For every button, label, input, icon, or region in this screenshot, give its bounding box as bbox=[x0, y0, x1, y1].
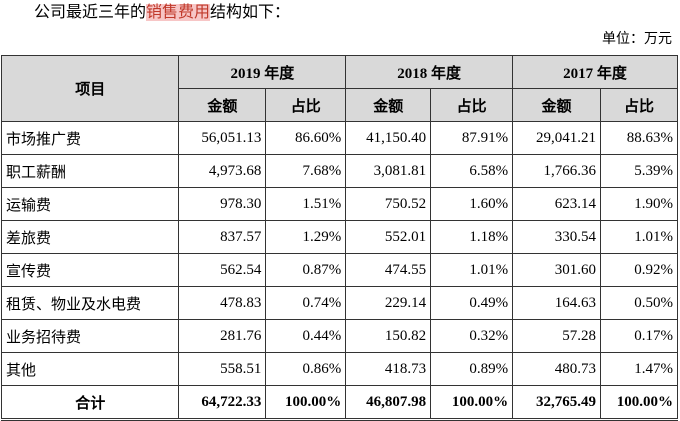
sub-header: 金额 bbox=[512, 88, 601, 122]
value-cell: 418.73 bbox=[345, 352, 432, 386]
value-cell: 1.51% bbox=[265, 187, 347, 221]
data-row: 市场推广费 56,051.13 86.60% 41,150.40 87.91% 29,04… bbox=[0, 121, 678, 155]
sub-header: 金额 bbox=[345, 88, 432, 122]
value-cell: 978.30 bbox=[178, 187, 267, 221]
expense-table: 项目 2019 年度 2018 年度 2017 年度 金额 占比 金额 占比 金额 占比 市场推广… bbox=[0, 55, 678, 421]
value-cell: 0.86% bbox=[265, 352, 347, 386]
item-cell: 运输费 bbox=[0, 187, 180, 221]
value-cell: 330.54 bbox=[512, 220, 601, 254]
total-label: 合计 bbox=[0, 385, 180, 421]
sub-header: 占比 bbox=[600, 88, 678, 122]
value-cell: 86.60% bbox=[265, 121, 347, 155]
value-cell: 88.63% bbox=[600, 121, 678, 155]
value-cell: 1.47% bbox=[600, 352, 678, 386]
total-value: 32,765.49 bbox=[512, 385, 601, 421]
intro-text: 公司最近三年的 bbox=[34, 4, 147, 21]
value-cell: 3,081.81 bbox=[345, 154, 432, 188]
year-header: 2018 年度 bbox=[345, 55, 514, 89]
data-row: 其他 558.51 0.86% 418.73 0.89% 480.73 1.47% bbox=[0, 352, 678, 386]
sub-header: 占比 bbox=[265, 88, 347, 122]
value-cell: 0.32% bbox=[430, 319, 514, 353]
value-cell: 558.51 bbox=[178, 352, 267, 386]
value-cell: 57.28 bbox=[512, 319, 601, 353]
value-cell: 164.63 bbox=[512, 286, 601, 320]
value-cell: 301.60 bbox=[512, 253, 601, 287]
value-cell: 480.73 bbox=[512, 352, 601, 386]
value-cell: 4,973.68 bbox=[178, 154, 267, 188]
value-cell: 5.39% bbox=[600, 154, 678, 188]
value-cell: 623.14 bbox=[512, 187, 601, 221]
header-cell: 项目 bbox=[0, 55, 180, 122]
item-cell: 差旅费 bbox=[0, 220, 180, 254]
value-cell: 837.57 bbox=[178, 220, 267, 254]
data-row: 职工薪酬 4,973.68 7.68% 3,081.81 6.58% 1,766.36 5.… bbox=[0, 154, 678, 188]
value-cell: 474.55 bbox=[345, 253, 432, 287]
value-cell: 29,041.21 bbox=[512, 121, 601, 155]
data-row: 运输费 978.30 1.51% 750.52 1.60% 623.14 1.90% bbox=[0, 187, 678, 221]
value-cell: 1.18% bbox=[430, 220, 514, 254]
item-cell: 业务招待费 bbox=[0, 319, 180, 353]
intro: 公司最近三年的销售费用结构如下： bbox=[34, 2, 290, 24]
value-cell: 7.68% bbox=[265, 154, 347, 188]
total-value: 46,807.98 bbox=[345, 385, 432, 421]
value-cell: 1.01% bbox=[430, 253, 514, 287]
value-cell: 0.44% bbox=[265, 319, 347, 353]
header-row: 项目 2019 年度 2018 年度 2017 年度 bbox=[0, 55, 678, 122]
header-row: 金额 占比 金额 占比 金额 占比 bbox=[2, 88, 678, 122]
value-cell: 1,766.36 bbox=[512, 154, 601, 188]
value-cell: 87.91% bbox=[430, 121, 514, 155]
value-cell: 0.50% bbox=[600, 286, 678, 320]
value-cell: 552.01 bbox=[345, 220, 432, 254]
value-cell: 0.74% bbox=[265, 286, 347, 320]
value-cell: 0.87% bbox=[265, 253, 347, 287]
value-cell: 750.52 bbox=[345, 187, 432, 221]
value-cell: 281.76 bbox=[178, 319, 267, 353]
value-cell: 0.49% bbox=[430, 286, 514, 320]
total-value: 100.00% bbox=[600, 385, 678, 421]
data-row: 宣传费 562.54 0.87% 474.55 1.01% 301.60 0.92% bbox=[0, 253, 678, 287]
intro-text: 结构如下： bbox=[210, 4, 291, 21]
item-cell: 宣传费 bbox=[0, 253, 180, 287]
highlight: 销售费用 bbox=[146, 4, 211, 21]
value-cell: 1.90% bbox=[600, 187, 678, 221]
item-cell: 其他 bbox=[0, 352, 180, 386]
item-cell: 租赁、物业及水电费 bbox=[0, 286, 180, 320]
unit: 单位：万元 bbox=[602, 32, 672, 47]
data-row: 差旅费 837.57 1.29% 552.01 1.18% 330.54 1.01% bbox=[0, 220, 678, 254]
value-cell: 1.29% bbox=[265, 220, 347, 254]
value-cell: 6.58% bbox=[430, 154, 514, 188]
sub-header: 金额 bbox=[178, 88, 267, 122]
sub-header: 占比 bbox=[430, 88, 514, 122]
total-row: 合计 64,722.33 100.00% 46,807.98 100.00% 32,765… bbox=[0, 385, 678, 421]
value-cell: 478.83 bbox=[178, 286, 267, 320]
total-value: 100.00% bbox=[265, 385, 347, 421]
data-row: 业务招待费 281.76 0.44% 150.82 0.32% 57.28 0.17% bbox=[0, 319, 678, 353]
value-cell: 1.60% bbox=[430, 187, 514, 221]
total-value: 100.00% bbox=[430, 385, 514, 421]
value-cell: 41,150.40 bbox=[345, 121, 432, 155]
item-cell: 市场推广费 bbox=[0, 121, 180, 155]
value-cell: 0.92% bbox=[600, 253, 678, 287]
value-cell: 56,051.13 bbox=[178, 121, 267, 155]
value-cell: 150.82 bbox=[345, 319, 432, 353]
value-cell: 562.54 bbox=[178, 253, 267, 287]
value-cell: 1.01% bbox=[600, 220, 678, 254]
year-header: 2017 年度 bbox=[512, 55, 678, 89]
value-cell: 0.17% bbox=[600, 319, 678, 353]
year-header: 2019 年度 bbox=[178, 55, 347, 89]
value-cell: 0.89% bbox=[430, 352, 514, 386]
total-value: 64,722.33 bbox=[178, 385, 267, 421]
data-row: 租赁、物业及水电费 478.83 0.74% 229.14 0.49% 164.63 0.5… bbox=[0, 286, 678, 320]
item-cell: 职工薪酬 bbox=[0, 154, 180, 188]
value-cell: 229.14 bbox=[345, 286, 432, 320]
